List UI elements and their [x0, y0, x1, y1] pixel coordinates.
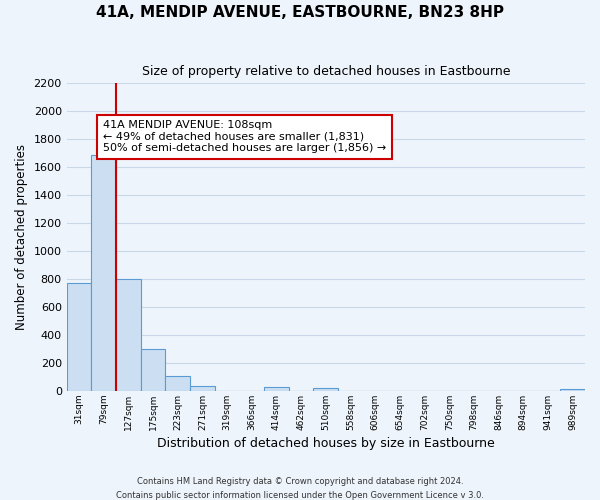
Bar [264, 386, 289, 391]
Bar [67, 282, 91, 391]
Bar [166, 376, 190, 391]
Text: Contains HM Land Registry data © Crown copyright and database right 2024.
Contai: Contains HM Land Registry data © Crown c… [116, 478, 484, 500]
X-axis label: Distribution of detached houses by size in Eastbourne: Distribution of detached houses by size … [157, 437, 495, 450]
Bar [313, 388, 338, 391]
Bar [116, 279, 141, 391]
Bar [141, 349, 166, 391]
Title: Size of property relative to detached houses in Eastbourne: Size of property relative to detached ho… [142, 65, 510, 78]
Text: 41A, MENDIP AVENUE, EASTBOURNE, BN23 8HP: 41A, MENDIP AVENUE, EASTBOURNE, BN23 8HP [96, 5, 504, 20]
Y-axis label: Number of detached properties: Number of detached properties [15, 144, 28, 330]
Bar [190, 386, 215, 391]
Bar [91, 154, 116, 391]
Text: 41A MENDIP AVENUE: 108sqm
← 49% of detached houses are smaller (1,831)
50% of se: 41A MENDIP AVENUE: 108sqm ← 49% of detac… [103, 120, 386, 154]
Bar [560, 389, 585, 391]
